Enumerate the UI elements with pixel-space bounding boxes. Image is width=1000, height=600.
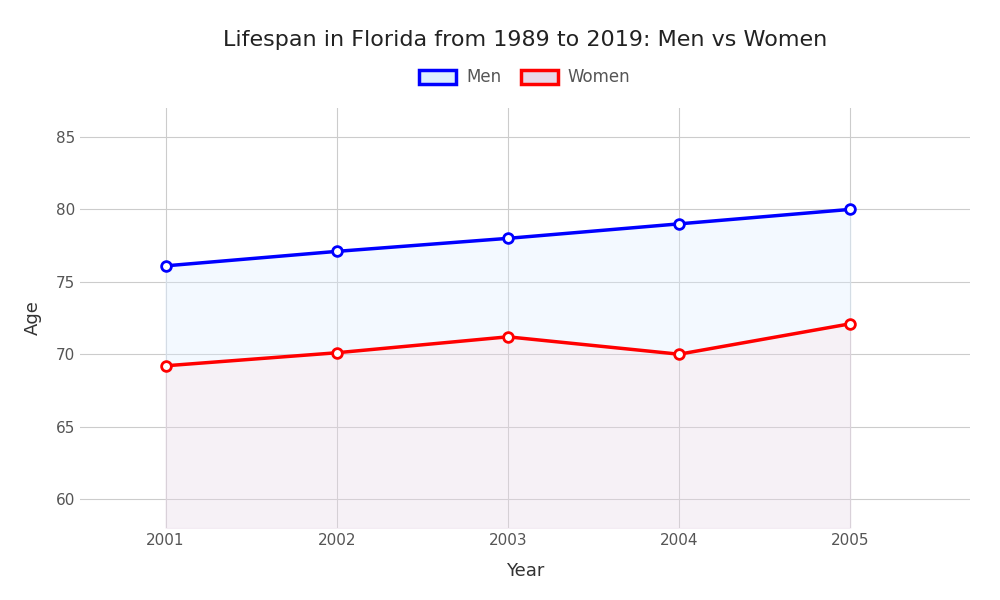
- Title: Lifespan in Florida from 1989 to 2019: Men vs Women: Lifespan in Florida from 1989 to 2019: M…: [223, 29, 827, 49]
- X-axis label: Year: Year: [506, 562, 544, 580]
- Legend: Men, Women: Men, Women: [413, 62, 637, 93]
- Y-axis label: Age: Age: [24, 301, 42, 335]
